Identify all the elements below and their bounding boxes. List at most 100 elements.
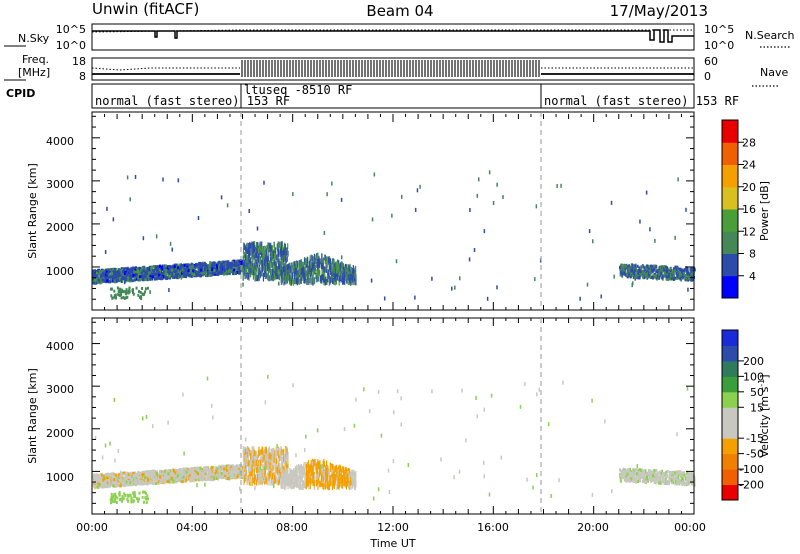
power-cell	[122, 276, 125, 280]
power-cell	[220, 261, 223, 265]
power-cell	[633, 264, 636, 268]
velocity-cell	[208, 468, 211, 472]
power-cell	[263, 180, 265, 185]
velocity-cell	[223, 465, 226, 469]
power-cell	[166, 276, 169, 280]
power-cell	[220, 195, 223, 200]
velocity-cell	[167, 476, 170, 480]
power-cell	[129, 270, 132, 274]
power-cell	[221, 270, 224, 274]
power-cell	[620, 263, 622, 267]
power-cell	[648, 264, 650, 268]
power-cell	[285, 250, 287, 257]
power-cell	[673, 277, 676, 281]
velocity-cell	[272, 478, 275, 485]
velocity-cell	[221, 464, 224, 468]
power-cell	[638, 269, 641, 273]
power-cell	[625, 273, 628, 277]
velocity-cell	[223, 476, 226, 480]
power-cell	[193, 269, 196, 273]
power-cell	[236, 263, 239, 267]
velocity-cell	[215, 469, 218, 473]
power-cell	[342, 271, 344, 278]
power-cell	[162, 177, 164, 182]
power-cell	[304, 263, 307, 270]
power-cell	[134, 275, 137, 279]
station-title: Unwin (fitACF)	[92, 0, 199, 18]
power-cell	[193, 267, 196, 271]
power-cell	[254, 263, 256, 270]
power-cell	[243, 244, 245, 251]
power-cell	[691, 272, 694, 276]
power-cell	[262, 246, 264, 253]
power-cell	[123, 272, 127, 276]
power-cell	[265, 265, 267, 272]
power-cell	[306, 279, 308, 286]
power-cell	[243, 253, 245, 260]
power-cell	[135, 274, 138, 278]
velocity-cell	[189, 478, 192, 482]
power-cell	[651, 270, 654, 274]
velocity-cell	[276, 466, 279, 473]
power-cell	[232, 268, 236, 272]
power-cell	[161, 267, 164, 271]
velocity-cell	[231, 473, 234, 477]
power-cell	[636, 271, 639, 275]
velocity-cell	[138, 476, 141, 480]
power-cell	[431, 276, 433, 281]
power-cell	[157, 270, 160, 274]
velocity-cell	[184, 475, 187, 479]
power-cell	[687, 273, 689, 277]
power-cell	[119, 291, 122, 295]
velocity-cell	[183, 467, 186, 471]
velocity-cell	[230, 466, 233, 470]
power-cell	[492, 200, 495, 205]
power-cell	[644, 273, 647, 277]
power-cell	[686, 268, 689, 272]
power-cell	[252, 273, 254, 280]
velocity-cell	[278, 479, 280, 486]
power-cell	[276, 273, 278, 280]
velocity-cell	[267, 463, 270, 470]
velocity-cell	[152, 481, 155, 485]
power-cell	[178, 272, 181, 276]
power-cell	[252, 261, 254, 268]
velocity-cell	[135, 472, 138, 476]
velocity-cell	[97, 482, 100, 486]
power-cell	[144, 269, 147, 273]
power-cell	[333, 267, 336, 274]
power-cell	[95, 281, 98, 285]
power-cell	[245, 247, 248, 254]
power-cell	[125, 288, 128, 292]
power-cell	[256, 226, 259, 231]
power-y-tick-1000: 1000	[46, 265, 74, 278]
power-cell	[638, 266, 641, 270]
power-cell	[117, 277, 121, 281]
power-cell	[111, 270, 114, 274]
power-cell	[158, 273, 161, 277]
power-cell	[668, 269, 671, 273]
power-cb-label-4: 20	[742, 181, 756, 194]
power-cell	[123, 274, 126, 278]
power-cell	[140, 295, 143, 299]
power-cell	[266, 265, 269, 272]
power-cell	[120, 267, 123, 271]
velocity-cell	[159, 478, 162, 482]
velocity-cell	[261, 468, 263, 475]
power-cell	[298, 278, 300, 285]
velocity-cell	[159, 473, 162, 477]
power-cell	[322, 263, 324, 270]
power-cell	[175, 263, 178, 267]
power-cell	[690, 269, 693, 273]
power-cell	[241, 265, 244, 269]
power-cell	[534, 277, 536, 282]
power-cell	[130, 267, 133, 271]
power-cell	[177, 270, 180, 274]
velocity-cell	[183, 470, 187, 474]
power-cell	[625, 264, 628, 268]
power-cell	[666, 269, 669, 273]
power-cell	[308, 278, 310, 285]
velocity-cell	[211, 471, 214, 475]
velocity-cell	[146, 479, 150, 483]
